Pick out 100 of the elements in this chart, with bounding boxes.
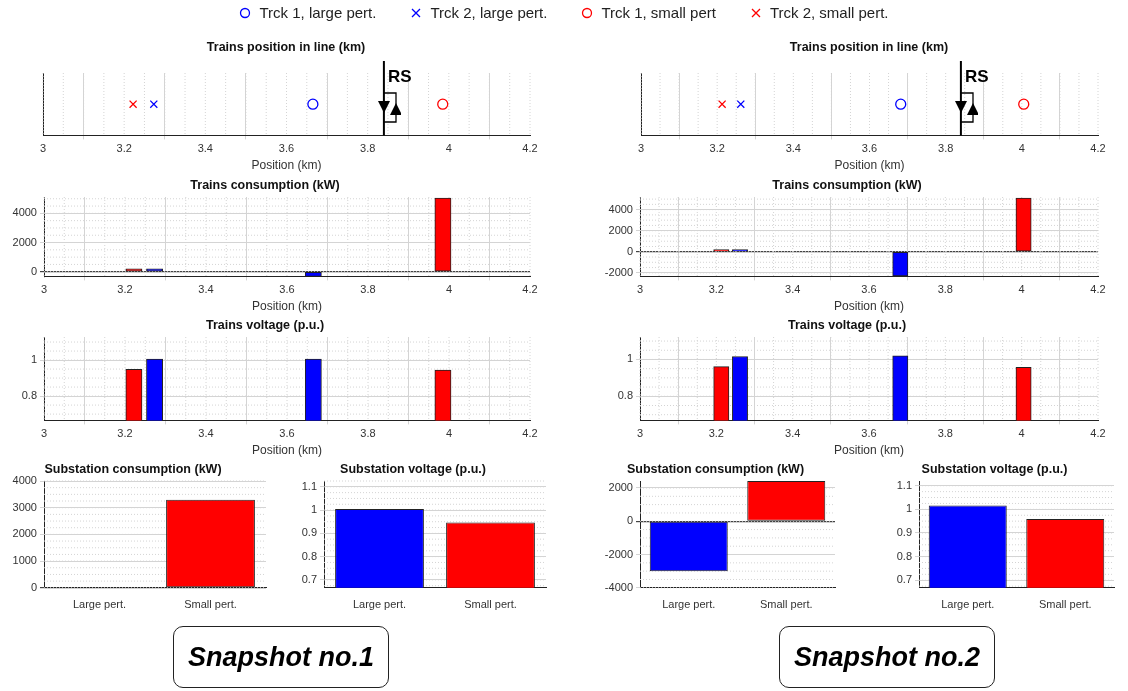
x-tick-label: 3.6 xyxy=(861,283,877,296)
x-tick-label: 3.6 xyxy=(279,283,295,296)
x-tick-label: 3.2 xyxy=(709,142,725,155)
y-tick-label: 2000 xyxy=(608,223,633,236)
y-tick-label: 4000 xyxy=(608,202,633,215)
y-tick-label: 0.8 xyxy=(896,549,912,562)
x-tick-label: 3.2 xyxy=(708,427,724,440)
x-tick-label: Large pert. xyxy=(352,598,407,611)
x-tick-label: 3.6 xyxy=(861,427,877,440)
legend-label: Trck 1, small pert xyxy=(601,4,716,21)
x-tick-label: 3.8 xyxy=(360,142,376,155)
x-tick-label: 3 xyxy=(40,427,48,440)
x-tick-label: 3.8 xyxy=(937,283,953,296)
x-tick-label: Small pert. xyxy=(1038,598,1092,611)
x-axis-title: Position (km) xyxy=(833,299,905,314)
x-tick-label: 4 xyxy=(445,427,453,440)
chart-title: Substation consumption (kW) xyxy=(44,461,222,476)
x-tick-label: 3.2 xyxy=(117,427,133,440)
y-tick-label: 0 xyxy=(30,580,37,593)
chart-title: Substation voltage (p.u.) xyxy=(921,461,1068,476)
y-tick-label: 0.9 xyxy=(301,526,317,539)
x-tick-label: Large pert. xyxy=(941,598,995,611)
y-tick-label: 1 xyxy=(310,503,317,516)
x-tick-label: Large pert. xyxy=(662,598,716,611)
x-tick-label: 4 xyxy=(445,142,452,155)
x-tick-label: 3.8 xyxy=(937,427,953,440)
x-tick-label: 3.6 xyxy=(861,142,878,155)
y-tick-label: -2000 xyxy=(604,547,633,560)
x-axis-title: Position (km) xyxy=(251,158,322,173)
x-tick-label: 3.2 xyxy=(116,142,132,155)
y-tick-label: 0.7 xyxy=(896,573,912,586)
y-tick-label: -2000 xyxy=(604,265,633,278)
text: Snapshot no.1 xyxy=(173,626,389,688)
x-axis-title: Position (km) xyxy=(833,443,905,458)
y-tick-label: 1000 xyxy=(12,554,37,567)
x-tick-label: Small pert. xyxy=(759,598,813,611)
y-tick-label: 3000 xyxy=(12,500,37,513)
chart-title: Trains position in line (km) xyxy=(789,39,949,54)
chart-title: Trains consumption (kW) xyxy=(772,177,922,192)
y-tick-label: 2000 xyxy=(12,527,37,540)
x-tick-label: 4.2 xyxy=(522,142,538,155)
x-tick-label: 3 xyxy=(637,142,645,155)
x-tick-label: 4 xyxy=(1018,283,1025,296)
y-tick-label: 4000 xyxy=(12,206,37,219)
x-tick-label: 3.8 xyxy=(360,283,376,296)
ref-line-label: RS xyxy=(387,67,412,87)
x-tick-label: 3.6 xyxy=(279,427,295,440)
x-tick-label: Small pert. xyxy=(184,598,237,611)
x-tick-label: 4.2 xyxy=(1090,283,1106,296)
y-tick-label: 0.8 xyxy=(21,389,37,402)
y-tick-label: 2000 xyxy=(608,481,633,494)
y-tick-label: 0 xyxy=(30,264,37,277)
x-tick-label: 3.4 xyxy=(785,283,801,296)
chart-title: Substation voltage (p.u.) xyxy=(340,461,486,476)
x-tick-label: 4 xyxy=(445,283,453,296)
x-tick-label: 3.8 xyxy=(938,142,954,155)
x-tick-label: 4.2 xyxy=(522,283,538,296)
x-axis-title: Position (km) xyxy=(251,443,323,458)
y-tick-label: 4000 xyxy=(12,474,37,487)
x-tick-label: 3 xyxy=(636,427,644,440)
chart-title: Trains position in line (km) xyxy=(206,39,366,54)
x-axis-title: Position (km) xyxy=(834,158,905,173)
y-tick-label: 2000 xyxy=(12,235,37,248)
x-tick-label: Large pert. xyxy=(72,598,127,611)
y-tick-label: 0.8 xyxy=(617,389,633,402)
x-tick-label: 3.2 xyxy=(708,283,724,296)
x-tick-label: 4 xyxy=(1018,427,1025,440)
chart-title: Trains voltage (p.u.) xyxy=(205,317,325,332)
legend-label: Trck 2, small pert. xyxy=(769,4,889,21)
chart-title: Trains consumption (kW) xyxy=(190,177,340,192)
text: Snapshot no.2 xyxy=(779,626,995,688)
x-tick-label: 3.4 xyxy=(785,427,801,440)
ref-line-label: RS xyxy=(964,67,989,87)
y-tick-label: -4000 xyxy=(604,580,633,593)
x-tick-label: 3.6 xyxy=(278,142,295,155)
x-tick-label: 3.4 xyxy=(198,283,214,296)
x-axis-title: Position (km) xyxy=(251,299,323,314)
x-tick-label: 3 xyxy=(40,283,48,296)
x-tick-label: 3.2 xyxy=(117,283,133,296)
y-tick-label: 1.1 xyxy=(301,479,317,492)
y-tick-label: 1 xyxy=(626,352,633,365)
x-tick-label: Small pert. xyxy=(464,598,517,611)
x-tick-label: 4 xyxy=(1018,142,1025,155)
x-tick-label: 4.2 xyxy=(1090,427,1106,440)
y-tick-label: 0.7 xyxy=(301,572,317,585)
y-tick-label: 1 xyxy=(905,502,912,515)
x-tick-label: 3.4 xyxy=(785,142,801,155)
legend-label: Trck 2, large pert. xyxy=(430,4,548,21)
y-tick-label: 0 xyxy=(626,244,633,257)
x-tick-label: 3 xyxy=(39,142,47,155)
y-tick-label: 0 xyxy=(626,514,633,527)
y-tick-label: 0.9 xyxy=(896,526,912,539)
legend-label: Trck 1, large pert. xyxy=(259,4,377,21)
y-tick-label: 0.8 xyxy=(301,549,317,562)
x-tick-label: 3.4 xyxy=(198,427,214,440)
chart-title: Substation consumption (kW) xyxy=(626,461,805,476)
x-tick-label: 4.2 xyxy=(1090,142,1106,155)
x-tick-label: 3.8 xyxy=(360,427,376,440)
x-tick-label: 3 xyxy=(636,283,644,296)
y-tick-label: 1.1 xyxy=(896,478,912,491)
